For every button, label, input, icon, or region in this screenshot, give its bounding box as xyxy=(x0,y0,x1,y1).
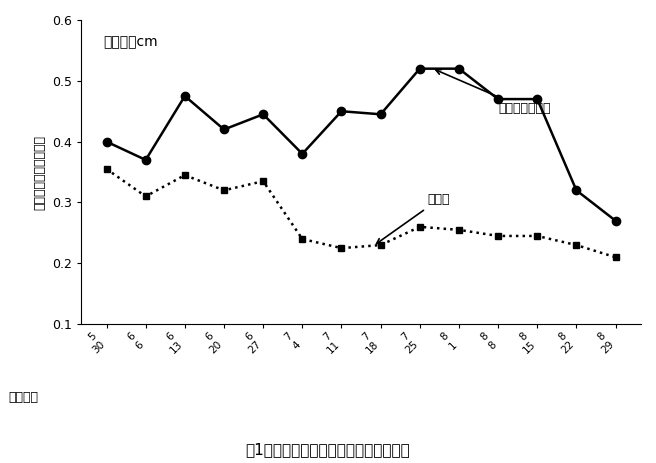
Text: 除草区: 除草区 xyxy=(377,193,450,244)
Text: 深さ１０cm: 深さ１０cm xyxy=(104,35,158,49)
Text: 測定月日: 測定月日 xyxy=(9,391,38,404)
Text: ベッチマルチ区: ベッチマルチ区 xyxy=(436,69,550,115)
Y-axis label: 体積含水率（㎢／㎢）: 体積含水率（㎢／㎢） xyxy=(33,135,47,210)
Text: 図1　作物栄培期間中の土壌水分の変化: 図1 作物栄培期間中の土壌水分の変化 xyxy=(245,442,411,457)
